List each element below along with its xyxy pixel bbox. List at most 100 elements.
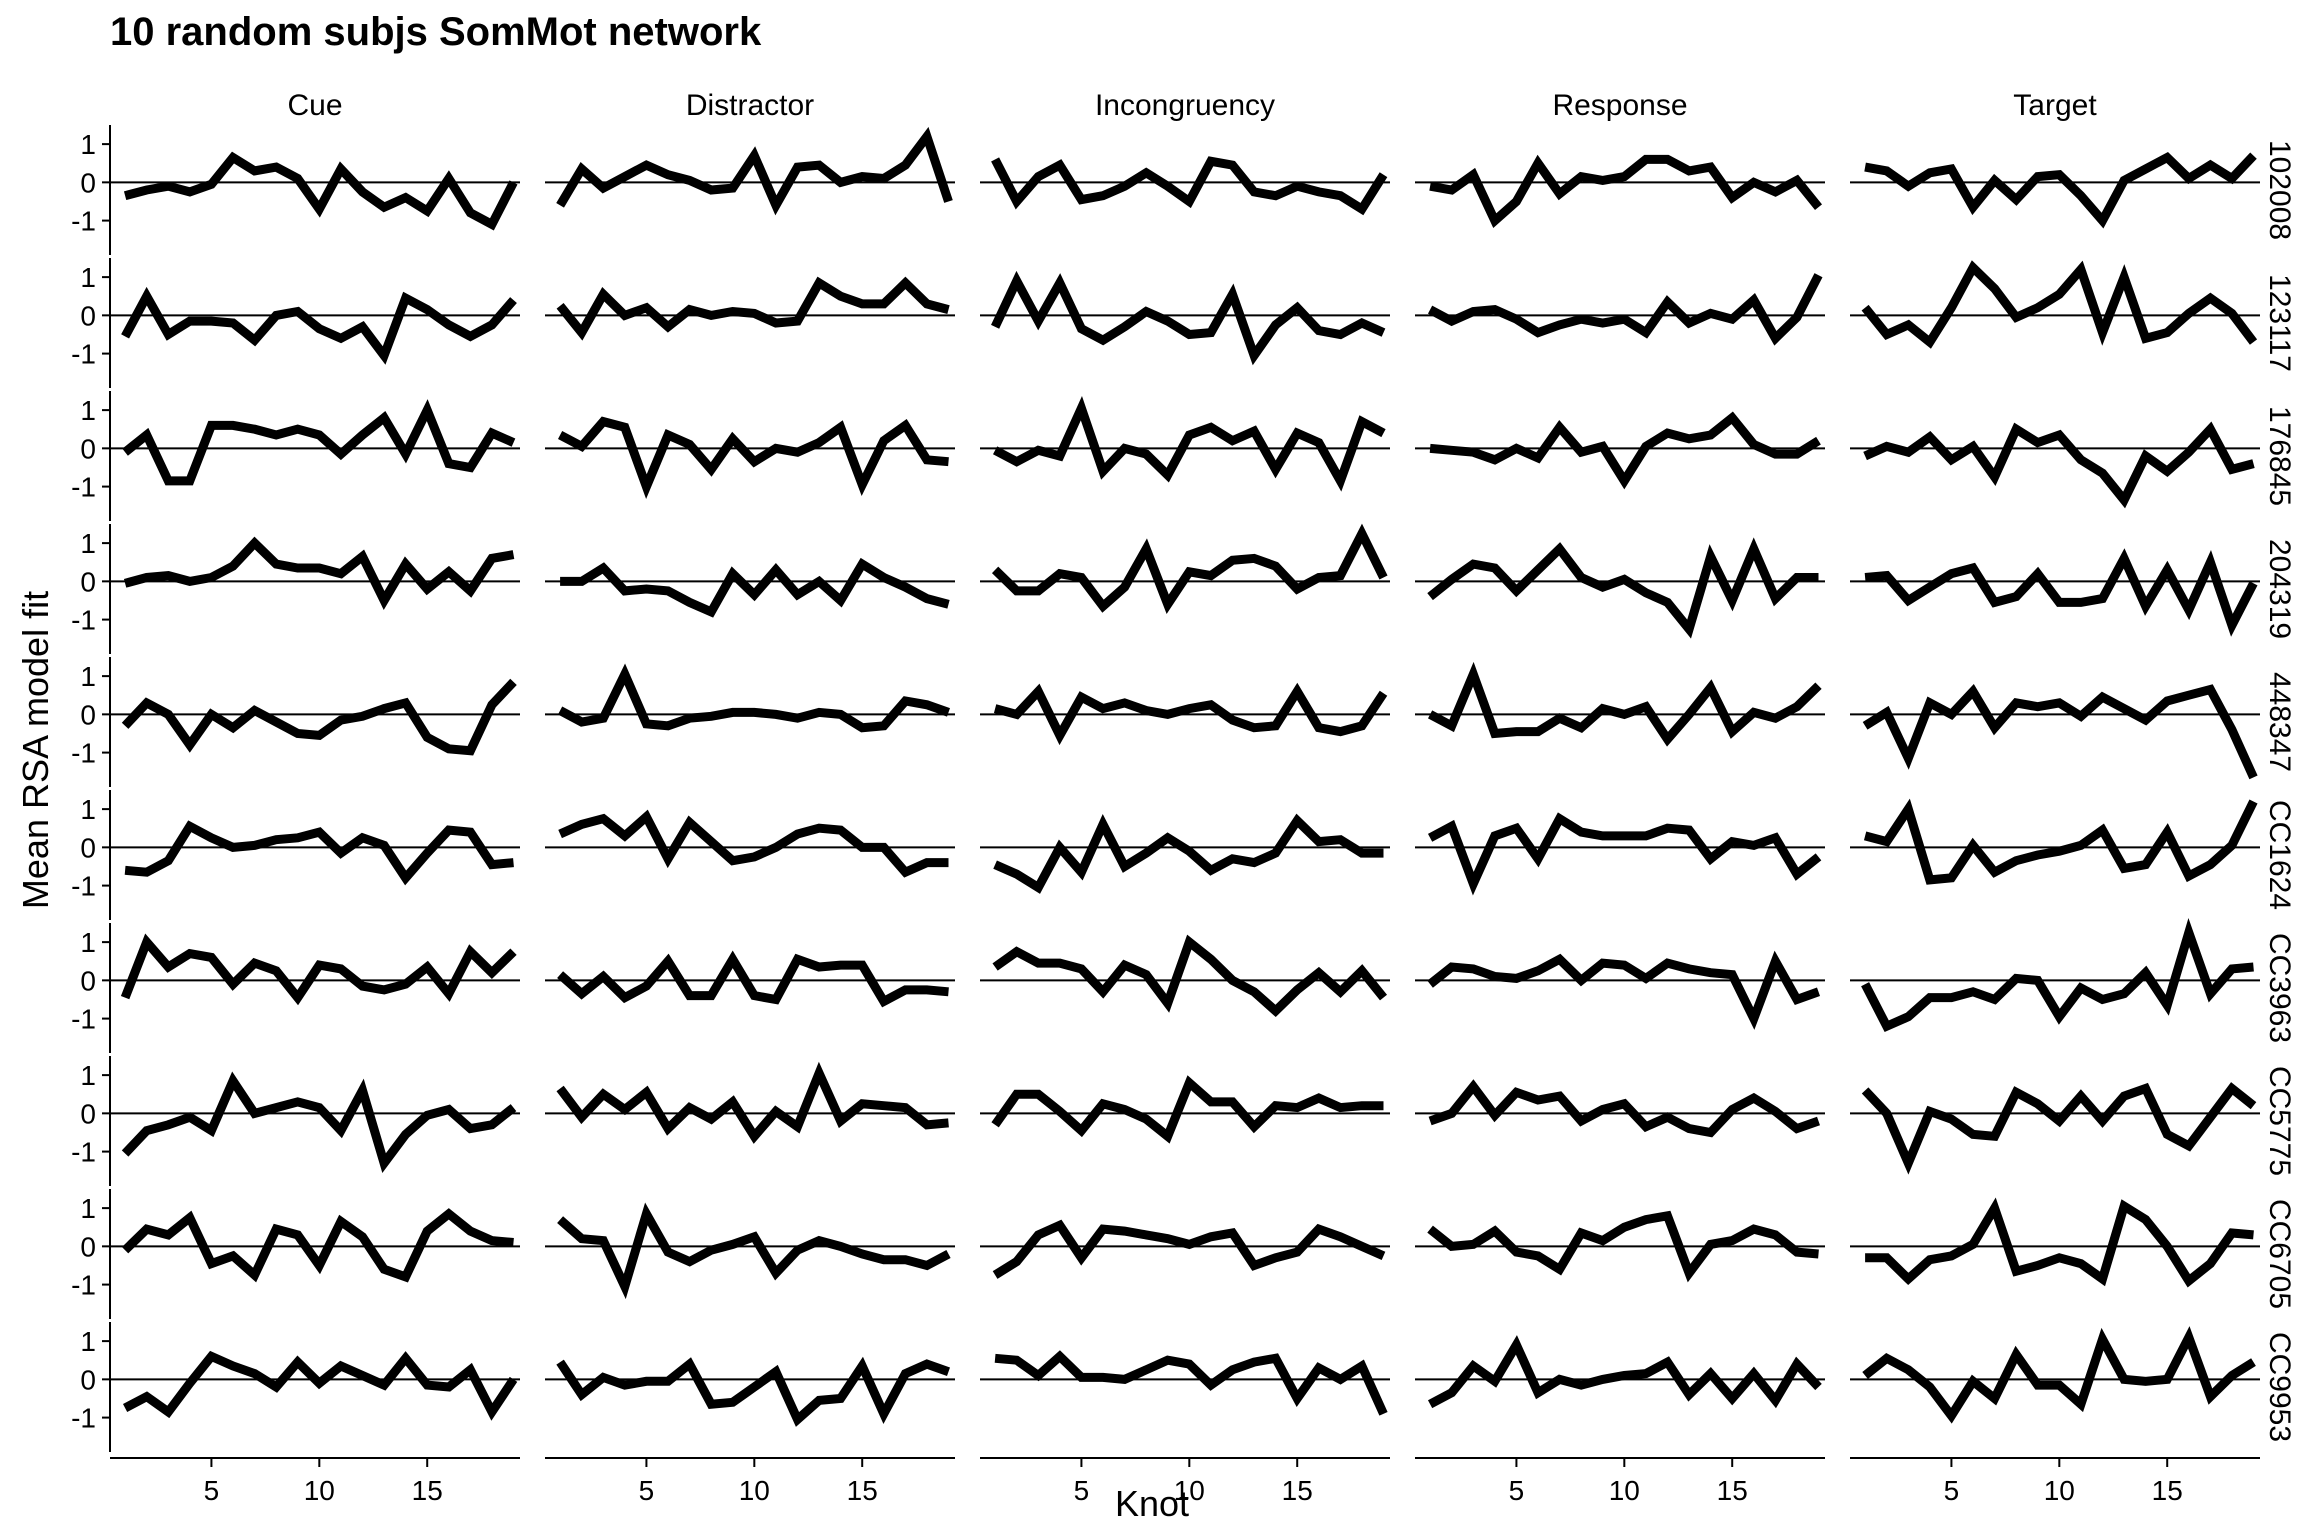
series-line (1862, 683, 2258, 780)
y-tick-label: -1 (71, 1270, 96, 1301)
row-strip-label: 102008 (2263, 140, 2296, 240)
series-line (993, 813, 1384, 894)
y-tick-label: 0 (80, 1231, 96, 1262)
y-tick-label: 0 (80, 699, 96, 730)
y-tick-label: 1 (80, 794, 96, 825)
y-tick-label: 0 (80, 566, 96, 597)
x-tick-label: 15 (2152, 1475, 2183, 1506)
column-strip-label: Response (1552, 89, 1687, 122)
series-line (557, 416, 949, 499)
series-line (1863, 421, 2255, 509)
y-tick-label: 1 (80, 927, 96, 958)
series-line (556, 1061, 949, 1144)
series-line (557, 663, 950, 733)
y-tick-label: 0 (80, 965, 96, 996)
row-strip-label: 176845 (2263, 406, 2296, 506)
y-tick-label: -1 (71, 738, 96, 769)
series-line (992, 1219, 1386, 1279)
series-line (991, 156, 1388, 216)
series-line (557, 1202, 951, 1300)
y-tick-label: -1 (71, 1137, 96, 1168)
row-strip-label: 448347 (2263, 672, 2296, 772)
x-tick-label: 15 (412, 1475, 443, 1506)
y-tick-label: 0 (80, 167, 96, 198)
series-line (992, 395, 1386, 492)
series-line (1863, 798, 2258, 885)
y-tick-label: 0 (80, 832, 96, 863)
x-tick-label: 10 (2044, 1475, 2075, 1506)
y-tick-label: 1 (80, 661, 96, 692)
series-line (1864, 151, 2257, 229)
series-line (556, 276, 950, 341)
y-tick-label: 1 (80, 1326, 96, 1357)
row-strip-label: 204319 (2263, 539, 2296, 639)
y-tick-label: -1 (71, 472, 96, 503)
series-line (1427, 812, 1822, 896)
column-strip-label: Distractor (686, 89, 814, 122)
y-tick-label: -1 (71, 1403, 96, 1434)
y-tick-label: 0 (80, 300, 96, 331)
y-tick-label: 1 (80, 1193, 96, 1224)
series-line (123, 151, 518, 231)
row-strip-label: CC9953 (2263, 1332, 2296, 1442)
series-line (1864, 548, 2258, 637)
x-tick-label: 15 (847, 1475, 878, 1506)
series-line (1427, 950, 1821, 1030)
series-line (1427, 537, 1819, 639)
row-strip-label: CC1624 (2263, 800, 2296, 910)
column-strip-label: Target (2013, 89, 2097, 122)
series-line (1429, 411, 1821, 490)
y-tick-label: 1 (80, 528, 96, 559)
x-tick-label: 15 (1282, 1475, 1313, 1506)
x-tick-label: 5 (1944, 1475, 1960, 1506)
series-line (557, 950, 949, 1008)
x-axis-label: Knot (1114, 1483, 1190, 1524)
x-tick-label: 10 (1609, 1475, 1640, 1506)
series-line (1428, 1079, 1820, 1138)
y-tick-label: 0 (80, 1364, 96, 1395)
series-line (121, 286, 517, 365)
y-tick-label: 1 (80, 129, 96, 160)
series-line (1861, 1082, 2257, 1175)
x-tick-label: 10 (739, 1475, 770, 1506)
y-tick-label: 1 (80, 262, 96, 293)
x-tick-label: 15 (1717, 1475, 1748, 1506)
x-tick-label: 5 (1509, 1475, 1525, 1506)
series-line (992, 934, 1388, 1018)
y-tick-label: -1 (71, 605, 96, 636)
series-line (560, 557, 950, 618)
series-line (1427, 661, 1822, 747)
series-line (556, 1356, 950, 1427)
row-strip-label: 123117 (2263, 274, 2296, 372)
y-tick-label: 1 (80, 1060, 96, 1091)
x-tick-label: 10 (1174, 1475, 1205, 1506)
row-strip-label: CC5775 (2263, 1066, 2296, 1176)
series-line (1862, 1326, 2256, 1424)
row-strip-label: CC6705 (2263, 1199, 2296, 1309)
series-line (556, 126, 953, 216)
y-tick-label: -1 (71, 339, 96, 370)
series-line (123, 536, 515, 610)
x-tick-label: 5 (639, 1475, 655, 1506)
series-line (122, 399, 516, 486)
x-tick-label: 5 (204, 1475, 220, 1506)
y-tick-label: 1 (80, 395, 96, 426)
y-tick-label: -1 (71, 1004, 96, 1035)
series-line (1427, 1210, 1819, 1283)
series-line (122, 1350, 518, 1421)
chart-title: 10 random subjs SomMot network (110, 10, 762, 54)
series-line (994, 1350, 1388, 1416)
series-line (1861, 918, 2254, 1033)
series-line (558, 809, 949, 878)
series-line (1429, 154, 1823, 228)
series-line (1427, 1335, 1822, 1409)
y-tick-label: -1 (71, 871, 96, 902)
column-strip-label: Incongruency (1095, 89, 1275, 122)
x-tick-label: 5 (1074, 1475, 1090, 1506)
series-line (991, 270, 1386, 366)
row-strip-label: CC3963 (2263, 933, 2296, 1043)
series-line (991, 523, 1388, 615)
series-line (120, 933, 517, 1006)
